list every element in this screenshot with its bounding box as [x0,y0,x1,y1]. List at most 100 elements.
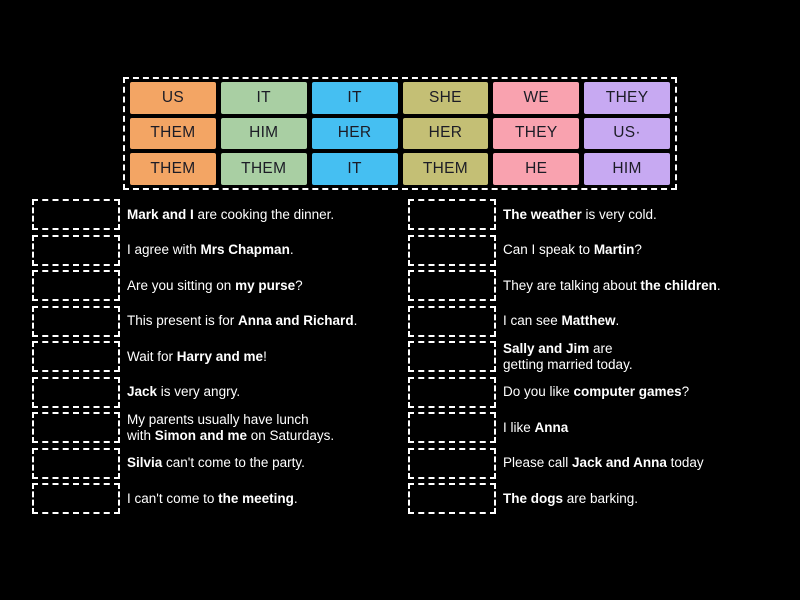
sentence-segment: . [716,277,721,293]
sentence-segment: They are talking about [503,277,641,293]
tile-grid: US IT IT SHE WE THEY THEM HIM HER HER THEY US· THEM T… [123,77,677,190]
match-item: Silvia can't come to the party. [32,447,397,479]
word-tile[interactable]: SHE [402,82,489,114]
sentence-text: My parents usually have lunch with Simon … [127,412,334,443]
sentence-segment: ! [263,348,267,364]
word-tile[interactable]: HIM [584,153,670,185]
sentence-segment: Anna and Richard [238,313,354,329]
word-tile[interactable]: HER [311,117,398,150]
match-item: Jack is very angry. [32,376,397,408]
answer-slot[interactable] [32,412,120,443]
sentence-segment: I can't come to [127,490,219,506]
sentence-text: Can I speak to Martin? [503,242,642,258]
match-item: My parents usually have lunch with Simon … [32,412,397,443]
answer-slot[interactable] [32,199,120,230]
sentence-segment: Are you sitting on [127,277,236,293]
match-item: They are talking about the children. [408,270,773,301]
word-tile[interactable]: IT [220,82,307,114]
sentence-segment: on Saturdays. [247,427,335,443]
word-tile[interactable]: IT [311,153,398,185]
sentence-segment: Mark and I [127,206,194,222]
answer-slot[interactable] [408,234,496,266]
sentence-segment: Please call [503,455,573,471]
sentence-text: I like Anna [503,420,568,436]
sentence-text: Do you like computer games? [503,384,689,400]
sentence-list-right: The weather is very cold. Can I speak to … [408,199,773,514]
match-item: I agree with Mrs Chapman. [32,234,397,266]
sentence-segment: I can see [503,313,562,329]
answer-slot[interactable] [408,483,496,514]
sentence-segment: I agree with [127,242,201,258]
match-item: Do you like computer games? [408,376,773,408]
match-item: Are you sitting on my purse? [32,270,397,301]
match-item: Mark and I are cooking the dinner. [32,199,397,230]
word-tile[interactable]: HE [493,153,580,185]
sentence-segment: Do you like [503,384,574,400]
match-item: Can I speak to Martin? [408,234,773,266]
sentence-segment: Simon and me [154,427,248,443]
sentence-text: I agree with Mrs Chapman. [127,242,294,258]
answer-slot[interactable] [408,305,496,337]
word-tile[interactable]: THEY [584,82,670,114]
answer-slot[interactable] [32,305,120,337]
word-tile[interactable]: THEY [493,117,580,150]
answer-slot[interactable] [408,199,496,230]
answer-slot[interactable] [32,376,120,408]
sentence-segment: This present is for [127,313,239,329]
sentence-segment: is very angry. [157,384,241,400]
match-item: I can see Matthew. [408,305,773,337]
sentence-segment: The dogs [503,490,563,506]
match-item: Please call Jack and Anna today [408,447,773,479]
sentence-segment: the children [640,277,717,293]
sentence-segment: ? [681,384,690,400]
sentence-segment: are [589,341,613,356]
sentence-segment: Mrs Chapman [200,242,290,258]
answer-slot[interactable] [408,376,496,408]
sentence-text: Silvia can't come to the party. [127,455,305,471]
word-tile[interactable]: IT [311,82,398,114]
word-tile[interactable]: WE [493,82,580,114]
sentence-segment: today [666,455,704,471]
answer-slot[interactable] [32,341,120,372]
word-tile[interactable]: HER [402,117,489,150]
sentence-segment: Jack [127,384,158,400]
sentence-segment: computer games [573,384,682,400]
sentence-segment: Jack and Anna [572,455,667,471]
answer-slot[interactable] [32,234,120,266]
match-item: This present is for Anna and Richard. [32,305,397,337]
word-tile[interactable]: HIM [220,117,307,150]
answer-slot[interactable] [32,483,120,514]
answer-slot[interactable] [32,270,120,301]
sentence-segment: Sally and Jim [503,341,590,356]
sentence-segment: I like [503,419,535,435]
sentence-text: Please call Jack and Anna today [503,455,704,471]
sentence-list-left: Mark and I are cooking the dinner. I agre… [32,199,397,514]
sentence-segment: are barking. [563,490,639,506]
sentence-segment: are cooking the dinner. [193,206,335,222]
word-tile[interactable]: THEM [220,153,307,185]
answer-slot[interactable] [32,447,120,479]
sentence-segment: Silvia [127,455,163,471]
sentence-text: The dogs are barking. [503,491,638,507]
sentence-segment: Wait for [127,348,177,364]
word-tile[interactable]: THEM [130,117,216,150]
word-tile[interactable]: THEM [130,153,216,185]
word-tile[interactable]: US [130,82,216,114]
word-tile[interactable]: US· [584,117,670,150]
sentence-segment: is very cold. [581,206,657,222]
sentence-segment: Matthew [561,313,616,329]
sentence-segment: Anna [534,419,569,435]
sentence-segment: Can I speak to [503,242,594,258]
sentence-segment: ? [295,277,303,293]
answer-slot[interactable] [408,412,496,443]
sentence-text: I can see Matthew. [503,313,619,329]
answer-slot[interactable] [408,447,496,479]
sentence-text: Sally and Jim are getting married today. [503,341,633,372]
sentence-segment: Martin [593,242,635,258]
match-item: The weather is very cold. [408,199,773,230]
sentence-text: Mark and I are cooking the dinner. [127,207,334,223]
answer-slot[interactable] [408,341,496,372]
answer-slot[interactable] [408,270,496,301]
sentence-segment: . [289,242,294,258]
word-tile[interactable]: THEM [402,153,489,185]
